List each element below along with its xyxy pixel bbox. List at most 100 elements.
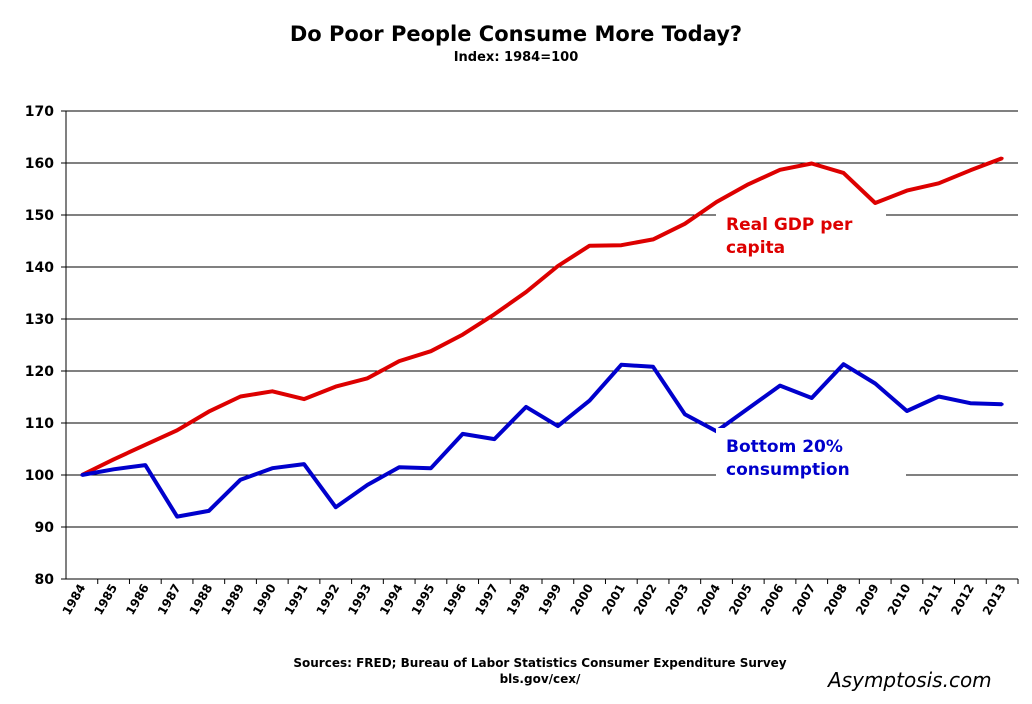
y-tick-label: 130 <box>25 312 54 328</box>
x-tick-label: 2000 <box>567 582 596 618</box>
x-tick-label: 2011 <box>916 582 945 618</box>
point-gdp <box>841 171 845 175</box>
point-consumption <box>365 483 369 487</box>
point-consumption <box>810 396 814 400</box>
point-consumption <box>841 362 845 366</box>
source-line-1: Sources: FRED; Bureau of Labor Statistic… <box>293 656 787 670</box>
point-consumption <box>143 463 147 467</box>
x-tick-label: 2009 <box>853 582 882 618</box>
y-tick-label: 80 <box>35 572 55 588</box>
x-tick-label: 1998 <box>504 582 533 618</box>
annotation-gdp: capita <box>726 238 785 258</box>
point-consumption <box>207 509 211 513</box>
point-gdp <box>397 359 401 363</box>
x-tick-label: 2007 <box>790 582 819 618</box>
point-gdp <box>492 312 496 316</box>
x-tick-label: 1984 <box>60 582 89 618</box>
point-gdp <box>683 222 687 226</box>
point-gdp <box>270 389 274 393</box>
point-gdp <box>175 428 179 432</box>
x-tick-label: 1990 <box>250 582 279 618</box>
point-consumption <box>873 381 877 385</box>
x-tick-label: 1988 <box>187 582 216 618</box>
point-gdp <box>810 162 814 166</box>
point-gdp <box>112 457 116 461</box>
annotation-consumption: consumption <box>726 460 850 480</box>
point-consumption <box>302 462 306 466</box>
x-tick-label: 2006 <box>758 582 787 618</box>
point-gdp <box>905 189 909 193</box>
point-consumption <box>556 424 560 428</box>
y-tick-label: 90 <box>35 520 55 536</box>
x-tick-label: 2012 <box>948 582 977 618</box>
point-consumption <box>239 478 243 482</box>
x-tick-label: 1991 <box>282 582 311 618</box>
x-tick-label: 2010 <box>885 582 914 618</box>
annotation-gdp: Real GDP per <box>726 215 853 235</box>
point-gdp <box>239 394 243 398</box>
point-gdp <box>619 243 623 247</box>
annotation-bg <box>716 428 906 484</box>
point-gdp <box>556 264 560 268</box>
point-gdp <box>1000 156 1004 160</box>
series-line-consumption <box>81 362 1003 519</box>
point-gdp <box>365 376 369 380</box>
x-tick-label: 2003 <box>663 582 692 618</box>
y-tick-label: 170 <box>25 104 54 120</box>
x-tick-label: 2001 <box>599 582 628 618</box>
point-consumption <box>746 406 750 410</box>
point-consumption <box>588 399 592 403</box>
point-gdp <box>651 237 655 241</box>
point-gdp <box>937 181 941 185</box>
point-gdp <box>778 168 782 172</box>
point-consumption <box>175 515 179 519</box>
point-gdp <box>746 182 750 186</box>
chart-title: Do Poor People Consume More Today? <box>289 22 743 46</box>
point-consumption <box>334 505 338 509</box>
point-consumption <box>619 363 623 367</box>
x-tick-label: 1995 <box>409 582 438 618</box>
y-tick-label: 120 <box>25 364 54 380</box>
point-consumption <box>429 466 433 470</box>
x-tick-label: 1996 <box>440 582 469 618</box>
point-gdp <box>588 244 592 248</box>
x-tick-label: 2004 <box>694 582 723 618</box>
x-tick-label: 1999 <box>536 582 565 618</box>
x-tick-label: 2013 <box>980 581 1009 617</box>
x-tick-label: 1989 <box>218 582 247 618</box>
series-line-gdp <box>81 156 1003 477</box>
x-tick-label: 1986 <box>123 582 152 618</box>
x-tick-label: 1997 <box>472 582 501 618</box>
point-gdp <box>143 443 147 447</box>
chart-subtitle: Index: 1984=100 <box>453 50 579 65</box>
point-consumption <box>651 365 655 369</box>
point-gdp <box>207 410 211 414</box>
y-tick-label: 100 <box>25 468 54 484</box>
y-tick-label: 150 <box>25 208 54 224</box>
x-tick-label: 1993 <box>345 582 374 618</box>
point-consumption <box>112 467 116 471</box>
point-gdp <box>334 385 338 389</box>
point-consumption <box>80 473 84 477</box>
y-tick-label: 110 <box>25 416 54 432</box>
point-consumption <box>968 401 972 405</box>
point-gdp <box>715 200 719 204</box>
y-tick-label: 160 <box>25 156 54 172</box>
annotation-consumption: Bottom 20% <box>726 437 843 457</box>
point-gdp <box>873 201 877 205</box>
point-consumption <box>778 384 782 388</box>
x-tick-label: 2002 <box>631 582 660 618</box>
point-consumption <box>461 432 465 436</box>
point-gdp <box>302 397 306 401</box>
source-line-2: bls.gov/cex/ <box>499 672 581 686</box>
x-tick-label: 1992 <box>314 582 343 618</box>
point-consumption <box>937 394 941 398</box>
x-tick-label: 2005 <box>726 582 755 618</box>
point-consumption <box>1000 402 1004 406</box>
point-consumption <box>683 412 687 416</box>
x-tick-label: 1985 <box>91 582 120 618</box>
watermark: Asymptosis.com <box>828 668 992 692</box>
x-tick-label: 1987 <box>155 582 184 618</box>
point-gdp <box>968 168 972 172</box>
annotation-bg <box>716 206 886 262</box>
